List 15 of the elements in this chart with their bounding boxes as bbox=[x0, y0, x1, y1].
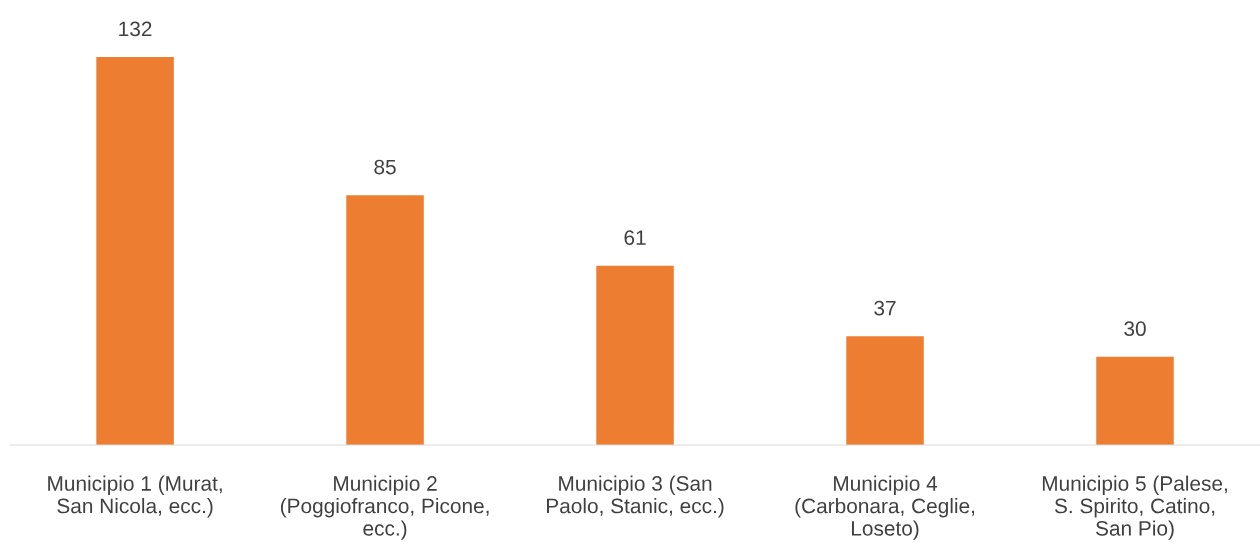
bar bbox=[1096, 356, 1174, 445]
data-label: 85 bbox=[374, 159, 396, 175]
bar bbox=[596, 265, 674, 445]
x-tick-label: Municipio 5 (Palese, S. Spirito, Catino, San Pio) bbox=[1042, 475, 1227, 540]
data-label: 37 bbox=[874, 300, 896, 316]
data-label: 30 bbox=[1124, 321, 1146, 337]
bar bbox=[96, 57, 174, 445]
data-label: 132 bbox=[119, 21, 152, 37]
bar bbox=[846, 336, 924, 445]
x-tick-label: Municipio 3 (San Paolo, Stanic, ecc.) bbox=[547, 475, 724, 518]
bar bbox=[346, 195, 424, 445]
x-tick-label: Municipio 2 (Poggiofranco, Picone, ecc.) bbox=[280, 475, 489, 540]
data-label: 61 bbox=[624, 230, 646, 245]
x-tick-label: Municipio 4 (Carbonara, Ceglie, Loseto) bbox=[795, 475, 975, 540]
x-tick-label: Municipio 1 (Murat, San Nicola, ecc.) bbox=[48, 475, 222, 518]
